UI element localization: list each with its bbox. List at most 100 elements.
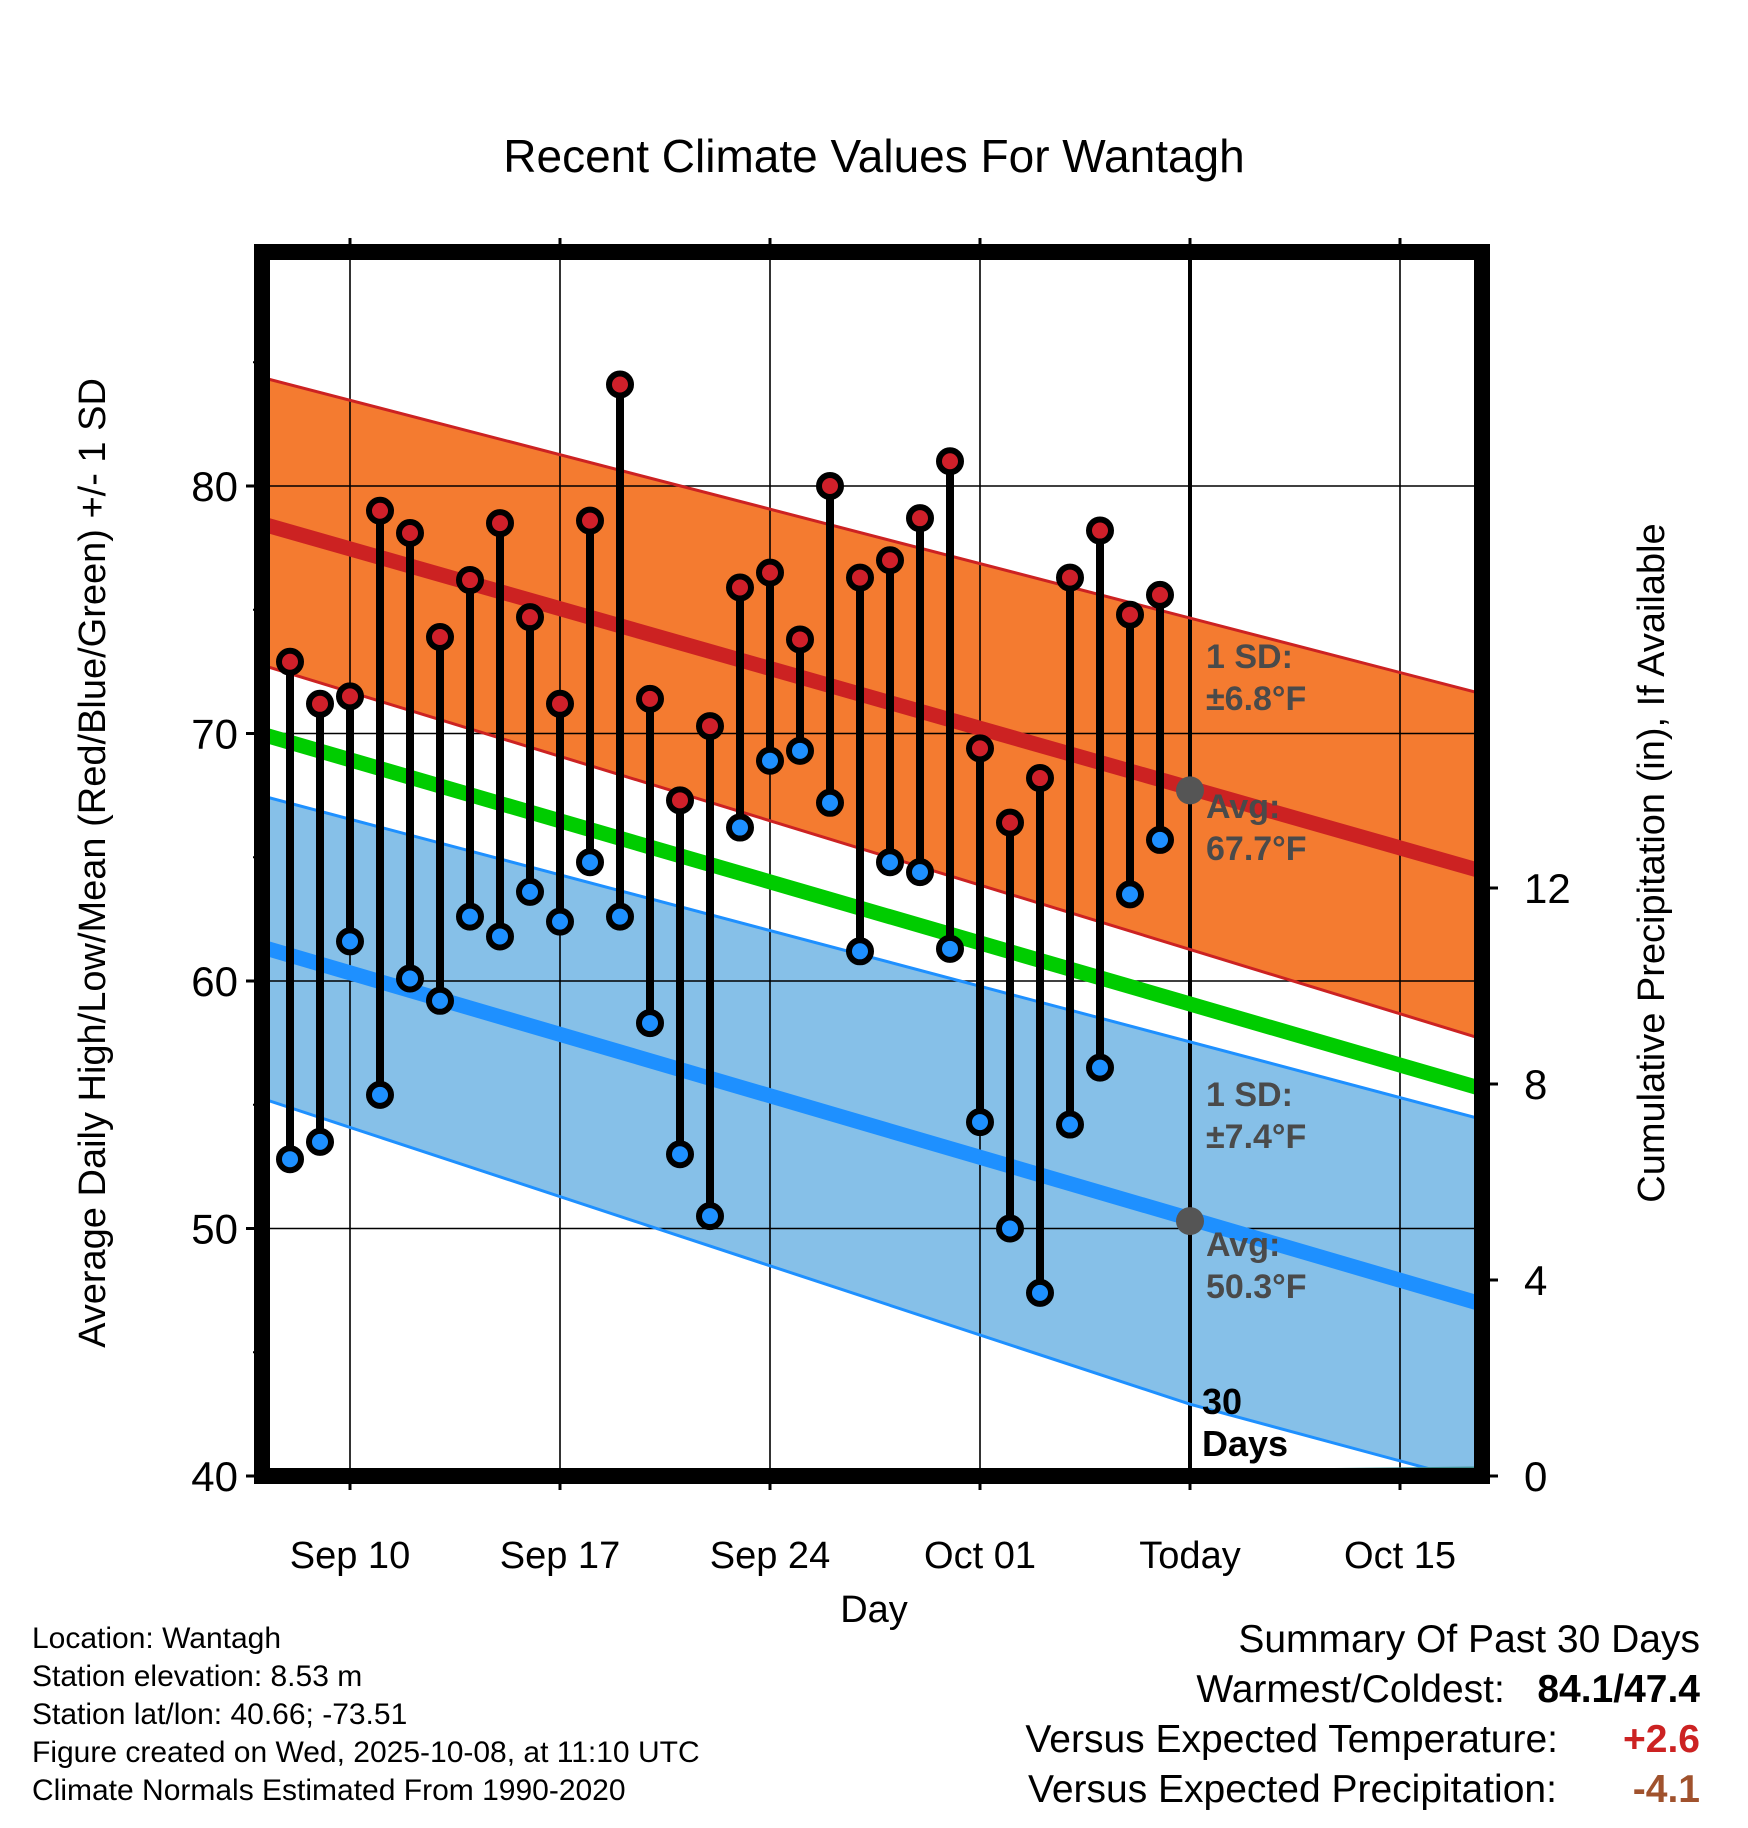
low-point-day-4 bbox=[456, 902, 484, 931]
normal-mean-line bbox=[262, 726, 1482, 1097]
station-elevation: Station elevation: 8.53 m bbox=[32, 1660, 363, 1693]
x-tick-label-sep-24: Sep 24 bbox=[710, 1535, 830, 1577]
precip-value: -4.1 bbox=[1632, 1768, 1700, 1811]
temp-value: +2.6 bbox=[1623, 1718, 1700, 1761]
low-point-day-3 bbox=[426, 986, 454, 1015]
y-tick-label-60: 60 bbox=[191, 958, 238, 1005]
today-low-avg-marker bbox=[1176, 1207, 1204, 1236]
plot-frame bbox=[254, 244, 1490, 1484]
high-point-day-21 bbox=[966, 734, 994, 763]
window-label-days: Days bbox=[1202, 1423, 1288, 1464]
low-point-day-26 bbox=[1116, 880, 1144, 909]
high-point-day-17 bbox=[846, 563, 874, 592]
high-point-day--1 bbox=[306, 689, 334, 718]
low-point-day-27 bbox=[1146, 825, 1174, 854]
high-point-day-7 bbox=[546, 689, 574, 718]
low-point-day-22 bbox=[996, 1214, 1024, 1243]
normal-low-minus-sd-line bbox=[262, 1096, 1462, 1476]
x-tick-label-sep-10: Sep 10 bbox=[290, 1535, 410, 1577]
low-point-day-2 bbox=[396, 964, 424, 993]
low-point-day--1 bbox=[306, 1127, 334, 1156]
x-tick-label-oct-01: Oct 01 bbox=[924, 1535, 1036, 1577]
high-sd-band bbox=[262, 377, 1482, 1039]
high-point-day-16 bbox=[816, 472, 844, 500]
high-point-day-2 bbox=[396, 519, 424, 548]
high-point-day-18 bbox=[876, 546, 904, 575]
high-point-day-24 bbox=[1056, 563, 1084, 592]
low-point-day-5 bbox=[486, 922, 514, 951]
high-point-day-14 bbox=[756, 558, 784, 587]
summary-warm-cold: Warmest/Coldest: 84.1/47.4 bbox=[1196, 1668, 1700, 1712]
y2-tick-label-8: 8 bbox=[1524, 1061, 1547, 1108]
low-avg-value: 50.3°F bbox=[1206, 1268, 1307, 1306]
low-point-day-23 bbox=[1026, 1278, 1054, 1307]
y-tick-label-80: 80 bbox=[191, 463, 238, 510]
low-point-day-0 bbox=[336, 927, 364, 956]
high-point-day-8 bbox=[576, 506, 604, 535]
high-point-day-22 bbox=[996, 808, 1024, 837]
low-point-day-8 bbox=[576, 848, 604, 877]
low-sd-value: ±7.4°F bbox=[1206, 1118, 1306, 1156]
low-point-day-6 bbox=[516, 877, 544, 906]
low-point-day-16 bbox=[816, 788, 844, 817]
high-avg-label: Avg: bbox=[1206, 788, 1280, 826]
high-avg-value: 67.7°F bbox=[1206, 830, 1307, 868]
station-latlon: Station lat/lon: 40.66; -73.51 bbox=[32, 1698, 408, 1731]
low-point-day-12 bbox=[696, 1202, 724, 1231]
normal-low-plus-sd-line bbox=[262, 794, 1482, 1121]
low-point-day-24 bbox=[1056, 1110, 1084, 1139]
low-point-day-25 bbox=[1086, 1053, 1114, 1082]
summary-precipitation: Versus Expected Precipitation: -4.1 bbox=[1028, 1768, 1700, 1812]
y2-axis-label: Cumulative Precipitation (in), If Availa… bbox=[1631, 523, 1673, 1202]
low-point-day-10 bbox=[636, 1009, 664, 1038]
x-tick-label-oct-15: Oct 15 bbox=[1344, 1535, 1456, 1577]
low-point-day-19 bbox=[906, 858, 934, 887]
high-point-day-15 bbox=[786, 625, 814, 654]
low-point-day-11 bbox=[666, 1140, 694, 1169]
high-point-day-6 bbox=[516, 603, 544, 632]
high-point-day-25 bbox=[1086, 516, 1114, 545]
low-point-day-21 bbox=[966, 1108, 994, 1137]
x-axis-label: Day bbox=[840, 1589, 908, 1631]
low-point-day--2 bbox=[276, 1145, 304, 1174]
high-sd-label: 1 SD: bbox=[1206, 638, 1293, 676]
low-avg-label: Avg: bbox=[1206, 1226, 1280, 1264]
low-point-day-15 bbox=[786, 736, 814, 765]
high-point-day-1 bbox=[366, 496, 394, 525]
high-sd-value: ±6.8°F bbox=[1206, 680, 1306, 718]
climate-normals-note: Climate Normals Estimated From 1990-2020 bbox=[32, 1774, 626, 1807]
high-point-day-3 bbox=[426, 622, 454, 651]
low-point-day-14 bbox=[756, 746, 784, 775]
station-location: Location: Wantagh bbox=[32, 1622, 282, 1655]
high-point-day-13 bbox=[726, 573, 754, 602]
low-point-day-7 bbox=[546, 907, 574, 936]
high-point-day-0 bbox=[336, 682, 364, 711]
low-point-day-13 bbox=[726, 813, 754, 842]
low-sd-band bbox=[262, 795, 1482, 1476]
high-point-day-10 bbox=[636, 684, 664, 713]
warm-cold-value: 84.1/47.4 bbox=[1537, 1668, 1700, 1711]
chart-title: Recent Climate Values For Wantagh bbox=[503, 130, 1244, 182]
x-tick-label-today: Today bbox=[1139, 1535, 1240, 1577]
y-tick-label-40: 40 bbox=[191, 1453, 238, 1500]
high-point-day-19 bbox=[906, 504, 934, 533]
high-point-day--2 bbox=[276, 647, 304, 676]
low-point-day-1 bbox=[366, 1080, 394, 1109]
warm-cold-label: Warmest/Coldest: bbox=[1196, 1668, 1505, 1711]
normal-low-line bbox=[262, 939, 1482, 1313]
y-axis-label: Average Daily High/Low/Mean (Red/Blue/Gr… bbox=[72, 378, 114, 1348]
y2-tick-label-0: 0 bbox=[1524, 1453, 1547, 1500]
y2-tick-label-12: 12 bbox=[1524, 865, 1571, 912]
high-point-day-11 bbox=[666, 786, 694, 815]
high-point-day-26 bbox=[1116, 600, 1144, 629]
window-label-number: 30 bbox=[1202, 1381, 1242, 1422]
figure-created: Figure created on Wed, 2025-10-08, at 11… bbox=[32, 1736, 700, 1769]
summary-title: Summary Of Past 30 Days bbox=[1238, 1618, 1700, 1661]
high-point-day-27 bbox=[1146, 580, 1174, 609]
precip-label: Versus Expected Precipitation: bbox=[1027, 1768, 1557, 1811]
today-high-avg-marker bbox=[1176, 776, 1204, 805]
high-point-day-12 bbox=[696, 712, 724, 741]
low-sd-label: 1 SD: bbox=[1206, 1076, 1293, 1114]
low-point-day-18 bbox=[876, 848, 904, 877]
